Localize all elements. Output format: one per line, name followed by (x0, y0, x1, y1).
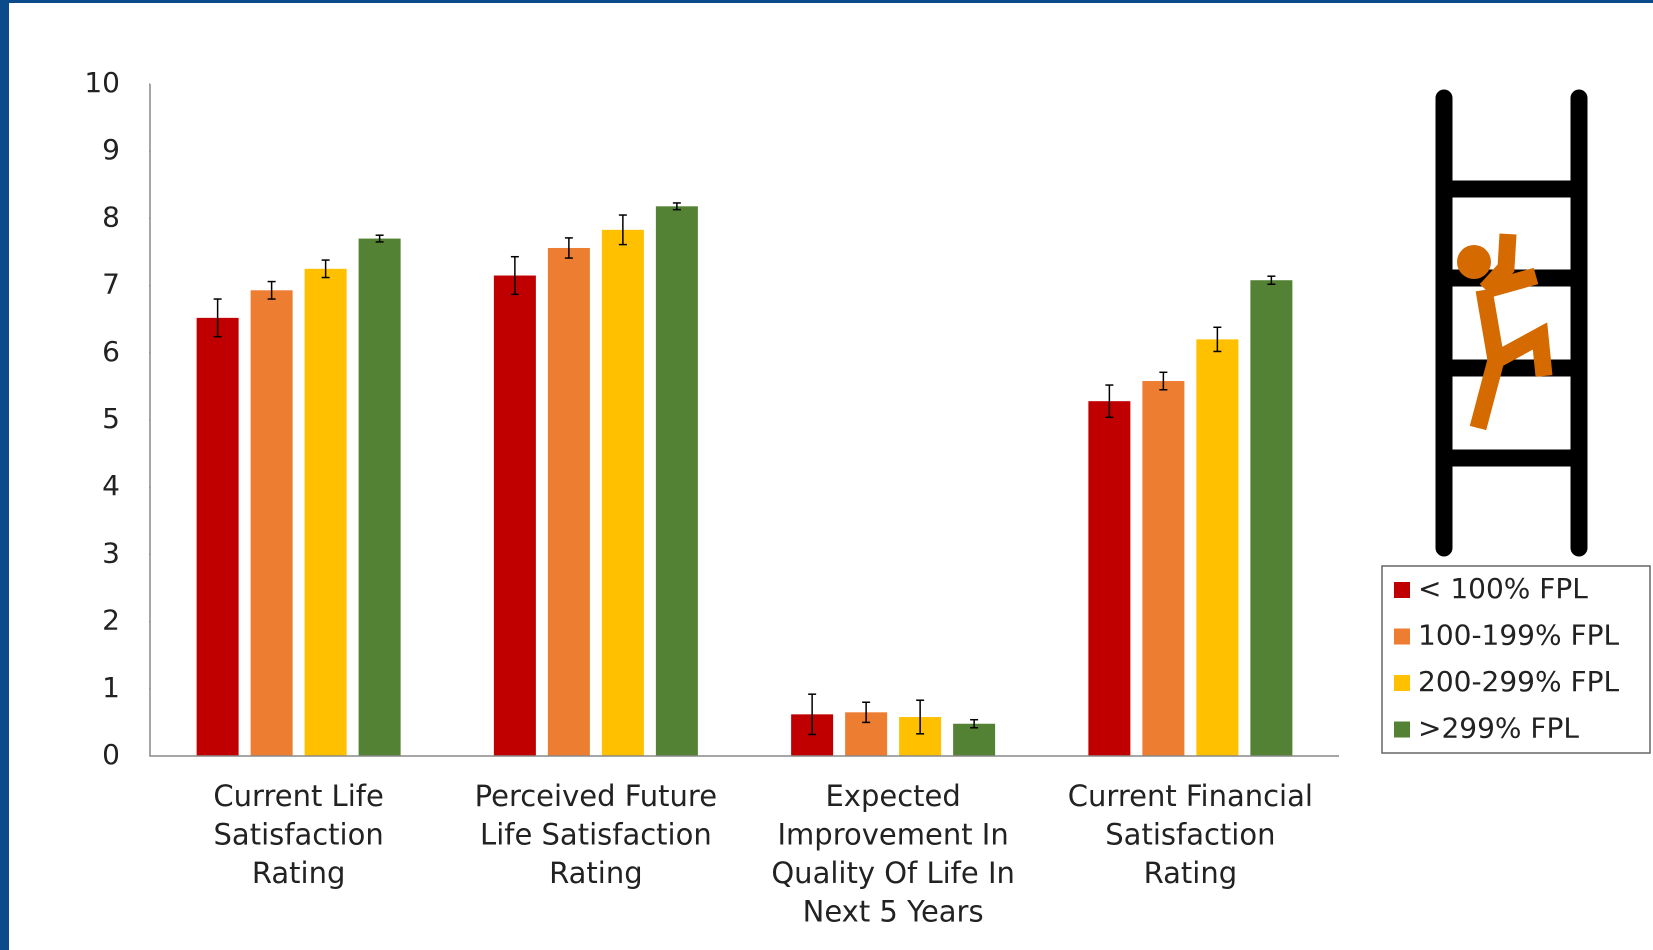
error-bar (672, 202, 681, 211)
error-bar (375, 234, 384, 243)
bar (1088, 401, 1131, 756)
bar (358, 238, 401, 756)
left-border (0, 0, 9, 950)
x-tick-label-line: Improvement In (778, 818, 1009, 852)
x-tick-label-line: Rating (252, 856, 346, 890)
error-bar (267, 280, 276, 300)
x-tick-label-line: Perceived Future (475, 779, 717, 813)
legend-label: 100-199% FPL (1418, 619, 1619, 652)
climber-icon (1457, 233, 1553, 431)
bar (493, 275, 536, 756)
y-tick-label: 2 (102, 604, 120, 637)
y-tick-label: 1 (102, 671, 120, 704)
x-tick-label-line: Satisfaction (1105, 818, 1275, 852)
legend-label: < 100% FPL (1418, 572, 1588, 605)
y-tick-label: 4 (102, 469, 120, 502)
y-tick-label: 9 (102, 133, 120, 166)
y-tick-label: 5 (102, 402, 120, 435)
error-bar (970, 718, 979, 729)
x-tick-label-line: Life Satisfaction (480, 818, 712, 852)
error-bar (510, 255, 519, 296)
ladder-icon (1435, 89, 1588, 557)
y-tick-label: 10 (84, 66, 120, 99)
legend-swatch (1394, 582, 1410, 598)
error-bar (862, 701, 871, 724)
bar (1196, 339, 1239, 756)
y-tick-label: 7 (102, 268, 120, 301)
x-tick-label-line: Quality Of Life In (771, 856, 1015, 890)
error-bar (1267, 275, 1276, 286)
bar (1142, 381, 1185, 756)
bar (304, 268, 347, 756)
x-tick-label: Expected Improvement In Quality Of Life In… (771, 779, 1015, 929)
y-tick-label: 8 (102, 200, 120, 233)
y-tick-label: 6 (102, 335, 120, 368)
legend-swatch (1394, 721, 1410, 738)
x-tick-label: Current Financial Satisfaction Rating (1068, 779, 1313, 890)
bar (1250, 280, 1293, 756)
x-tick-label-line: Rating (549, 856, 643, 890)
bar (655, 206, 698, 756)
error-bar (1213, 326, 1222, 353)
error-bar (618, 214, 627, 246)
y-tick-label: 3 (102, 536, 120, 569)
x-tick-label-line: Next 5 Years (803, 895, 984, 929)
legend-label: >299% FPL (1418, 712, 1579, 745)
x-tick-label-line: Expected (825, 779, 960, 813)
legend-swatch (1394, 675, 1410, 691)
error-bar (321, 259, 330, 279)
bar (601, 229, 644, 757)
x-tick-label-line: Current Life (213, 779, 383, 813)
legend-label: 200-299% FPL (1418, 665, 1619, 698)
error-bar (213, 298, 222, 338)
bar (547, 247, 590, 756)
bar (953, 723, 996, 756)
x-tick-label-line: Current Financial (1068, 779, 1313, 813)
top-border (0, 0, 1653, 3)
error-bar (916, 699, 925, 735)
x-tick-label: Current Life Satisfaction Rating (213, 779, 383, 890)
bar (250, 290, 293, 756)
x-tick-label-line: Rating (1144, 856, 1238, 890)
x-tick-label-line: Satisfaction (214, 818, 384, 852)
error-bar (564, 237, 573, 259)
x-tick-label: Perceived Future Life Satisfaction Rating (475, 779, 717, 890)
legend-swatch (1394, 628, 1410, 645)
error-bar (808, 693, 817, 736)
error-bar (1159, 371, 1168, 391)
legend-box (1381, 565, 1651, 754)
bar (196, 317, 239, 756)
error-bar (1105, 384, 1114, 419)
y-tick-label: 0 (102, 738, 120, 771)
